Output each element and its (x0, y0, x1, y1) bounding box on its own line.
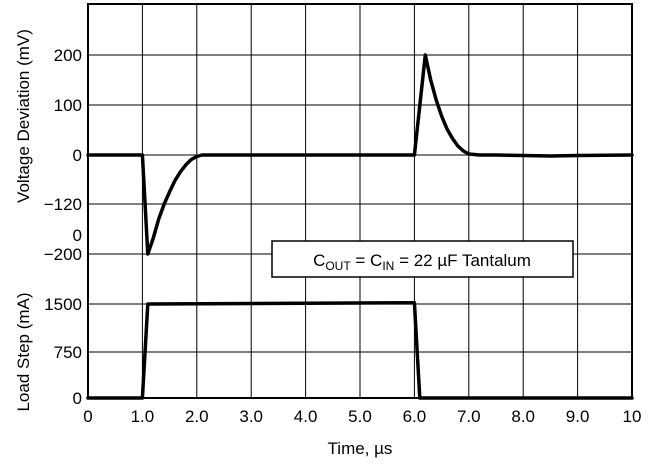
x-tick-label-3: 3.0 (239, 407, 263, 426)
plot-border (87, 3, 633, 399)
x-axis-title: Time, µs (328, 439, 393, 458)
voltage-deviation-y-tick-5: −200 (44, 245, 82, 264)
x-tick-labels: 0 1.0 2.0 3.0 4.0 5.0 6.0 7.0 8.0 9.0 10 (83, 407, 641, 426)
annotation-prefix: C (313, 251, 325, 270)
capacitor-annotation: COUT = CIN = 22 µF Tantalum (271, 240, 574, 278)
voltage-deviation-y-tick-3: −120 (44, 195, 82, 214)
annotation-sub-in: IN (382, 259, 394, 273)
voltage-deviation-y-tick-4: 0 (73, 226, 82, 245)
annotation-box (271, 240, 574, 278)
x-tick-label-1: 1.0 (131, 407, 155, 426)
x-tick-label-5: 5.0 (348, 407, 372, 426)
plot-frame (87, 3, 633, 399)
y-axis-title-load: Load Step (mA) (14, 292, 33, 411)
x-tick-label-6: 6.0 (403, 407, 427, 426)
x-tick-label-10: 10 (623, 407, 642, 426)
annotation-suffix: = 22 µF Tantalum (394, 251, 531, 270)
y-axis-title-voltage: Voltage Deviation (mV) (14, 29, 33, 203)
load-step-y-tick-2: 0 (73, 389, 82, 408)
x-tick-label-7: 7.0 (457, 407, 481, 426)
voltage-deviation-line-0 (86, 53, 634, 256)
annotation-sub-out: OUT (325, 259, 351, 273)
x-tick-label-4: 4.0 (294, 407, 318, 426)
voltage-deviation-y-tick-1: 100 (54, 96, 82, 115)
load-step-y-tick-0: 1500 (44, 295, 82, 314)
voltage-deviation-y-tick-2: 0 (73, 146, 82, 165)
annotation-middle: = C (351, 251, 383, 270)
x-tick-label-2: 2.0 (185, 407, 209, 426)
grid (87, 4, 633, 398)
load-step-y-tick-1: 750 (54, 343, 82, 362)
annotation-text: COUT = CIN = 22 µF Tantalum (313, 251, 531, 273)
voltage-deviation-y-tick-0: 200 (54, 46, 82, 65)
x-tick-label-0: 0 (83, 407, 92, 426)
x-tick-label-8: 8.0 (511, 407, 535, 426)
x-tick-label-9: 9.0 (566, 407, 590, 426)
